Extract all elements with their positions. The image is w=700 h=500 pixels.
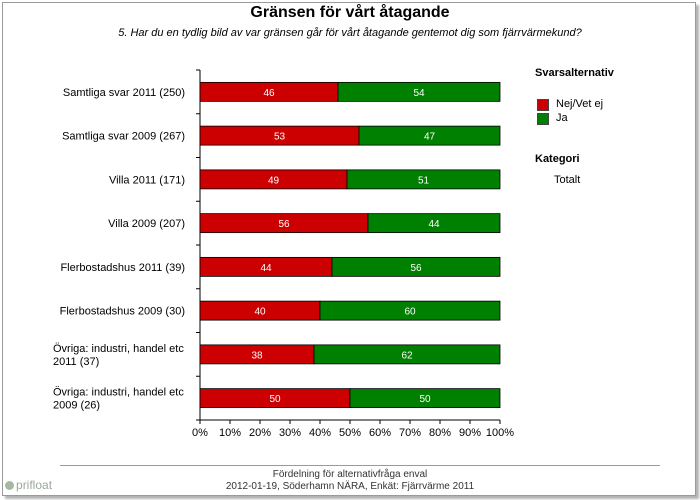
bar-value-label: 51 <box>418 175 430 186</box>
bar-value-label: 40 <box>254 307 266 318</box>
bar-value-label: 44 <box>260 263 272 274</box>
footer-source: 2012-01-19, Söderhamn NÄRA, Enkät: Fjärr… <box>225 481 475 492</box>
legend-label-ja: Ja <box>556 112 568 124</box>
bar-value-label: 47 <box>424 132 436 143</box>
x-tick-label: 40% <box>309 427 331 439</box>
logo-text-rest: rifloat <box>22 478 53 492</box>
category-label: Övriga: industri, handel etc <box>53 343 184 355</box>
bar-ja <box>349 388 501 409</box>
x-tick-label: 20% <box>249 427 271 439</box>
legend-heading: Svarsalternativ <box>535 67 614 79</box>
bar-value-label: 38 <box>251 350 263 361</box>
legend-label-nej: Nej/Vet ej <box>556 98 604 110</box>
category-label: Villa 2011 (171) <box>109 174 185 186</box>
bar-ja <box>358 125 501 146</box>
category-label: 2009 (26) <box>53 400 100 412</box>
chart-subtitle: 5. Har du en tydlig bild av var gränsen … <box>118 27 582 39</box>
x-tick-label: 10% <box>219 427 241 439</box>
bar-ja <box>313 344 501 365</box>
category-label: Samtliga svar 2011 (250) <box>63 87 185 99</box>
footer-divider <box>60 465 660 466</box>
category-value: Totalt <box>554 174 581 186</box>
logo-icon <box>5 481 14 490</box>
x-tick-label: 70% <box>399 427 421 439</box>
bar-ja <box>319 300 501 321</box>
bar-ja <box>367 213 501 234</box>
bar-value-label: 49 <box>268 175 280 186</box>
category-label: Övriga: industri, handel etc <box>53 387 184 399</box>
bar-ja <box>331 256 501 277</box>
x-tick-label: 60% <box>369 427 391 439</box>
x-tick-label: 80% <box>429 427 451 439</box>
bar-value-label: 53 <box>274 132 286 143</box>
footer-caption: Fördelning för alternativfråga enval <box>272 469 428 480</box>
category-label: 2011 (37) <box>53 356 99 368</box>
x-tick-label: 50% <box>339 427 361 439</box>
bar-value-label: 60 <box>404 307 416 318</box>
x-tick-label: 30% <box>279 427 301 439</box>
bar-ja <box>346 169 501 190</box>
bar-value-label: 46 <box>263 88 275 99</box>
legend-swatch-ja <box>537 113 549 125</box>
chart-title: Gränsen för vårt åtagande <box>250 4 450 21</box>
x-tick-label: 90% <box>459 427 481 439</box>
category-label: Villa 2009 (207) <box>108 218 185 230</box>
bar-value-label: 62 <box>401 350 413 361</box>
bar-value-label: 44 <box>428 219 440 230</box>
category-label: Flerbostadshus 2011 (39) <box>60 262 185 274</box>
x-tick-label: 0% <box>192 427 208 439</box>
bar-value-label: 54 <box>413 88 425 99</box>
category-heading: Kategori <box>535 153 580 165</box>
legend-swatch-nej <box>537 99 549 111</box>
bar-value-label: 50 <box>269 394 281 405</box>
bar-value-label: 56 <box>278 219 290 230</box>
bar-ja <box>337 81 501 102</box>
category-label: Flerbostadshus 2009 (30) <box>60 306 185 318</box>
x-tick-label: 100% <box>486 427 514 439</box>
bar-value-label: 56 <box>410 263 422 274</box>
logo-text: p <box>16 478 23 492</box>
bar-value-label: 50 <box>419 394 431 405</box>
category-label: Samtliga svar 2009 (267) <box>62 131 185 143</box>
brand-logo: prifloat <box>5 478 52 492</box>
